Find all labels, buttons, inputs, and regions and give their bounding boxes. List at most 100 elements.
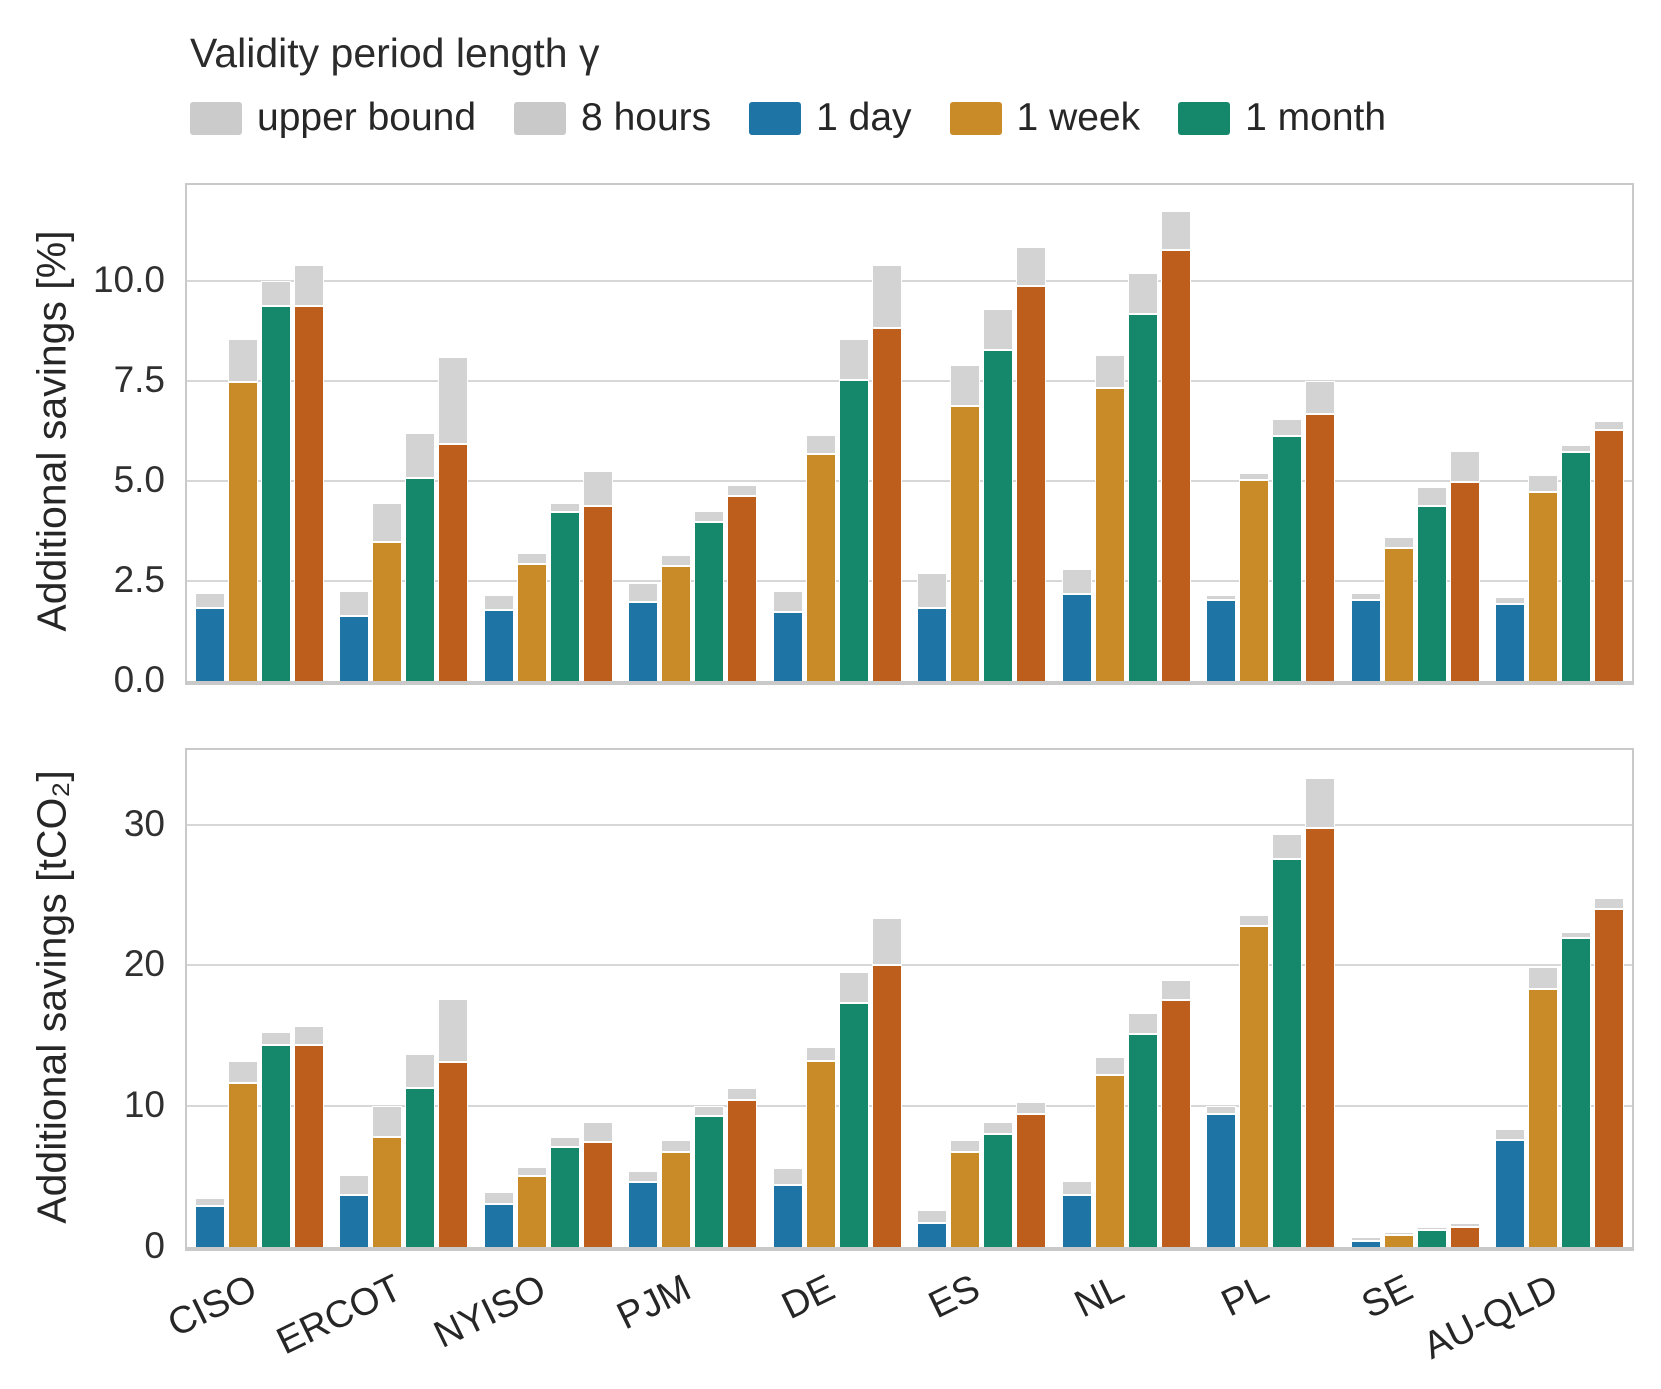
bar-PJM-1-month <box>694 521 725 681</box>
bar-PJM-1-day <box>628 1180 659 1247</box>
bar-PL-1-week <box>1239 479 1270 681</box>
bar-AU-QLD-1-day <box>1495 1138 1526 1247</box>
bar-AU-QLD-unlabeled-orange- <box>1594 907 1625 1247</box>
bar-SE-1-week <box>1383 1234 1414 1247</box>
bar-ERCOT-unlabeled-orange- <box>438 443 469 681</box>
bar-NYISO-1-week <box>516 563 547 681</box>
bar-NL-1-week <box>1094 387 1125 681</box>
bar-NYISO-unlabeled-orange- <box>582 505 613 681</box>
bar-PJM-1-day <box>628 601 659 681</box>
x-tick-label-ERCOT: ERCOT <box>270 1267 409 1364</box>
bar-NYISO-1-month <box>549 1145 580 1247</box>
bar-CISO-1-month <box>260 305 291 681</box>
bar-NYISO-1-day <box>483 609 514 681</box>
gridline-y-2.5 <box>187 580 1632 582</box>
bar-DE-1-week <box>805 1059 836 1247</box>
bar-ERCOT-1-month <box>405 1086 436 1247</box>
bar-DE-1-week <box>805 453 836 681</box>
bar-ERCOT-1-week <box>372 541 403 681</box>
bar-DE-1-month <box>838 1002 869 1247</box>
gridline-y-10.0 <box>187 280 1632 282</box>
legend-entry-1-day: 1 day <box>749 96 912 140</box>
bar-SE-1-month <box>1416 505 1447 681</box>
legend-entry-label: upper bound <box>257 96 477 139</box>
bar-CISO-unlabeled-orange- <box>293 1044 324 1247</box>
legend-entry-label: 1 day <box>816 96 912 139</box>
bar-NL-1-month <box>1127 313 1158 681</box>
plot-bottom-tco2 <box>185 748 1634 1251</box>
bar-PL-1-day <box>1206 599 1237 681</box>
bar-ERCOT-1-month <box>405 477 436 681</box>
bar-DE-unlabeled-orange- <box>871 327 902 681</box>
legend-entry-1-week: 1 week <box>949 96 1141 140</box>
legend-swatch-icon <box>1178 101 1231 135</box>
bar-ERCOT-1-week <box>372 1135 403 1247</box>
bar-ES-unlabeled-orange- <box>1016 1113 1047 1247</box>
y-tick-label: 10.0 <box>92 259 165 300</box>
bar-NYISO-unlabeled-orange- <box>582 1141 613 1247</box>
bar-PJM-1-week <box>661 565 692 681</box>
bar-SE-1-day <box>1350 599 1381 681</box>
legend-entry-upper-bound: upper bound <box>190 96 476 140</box>
bar-NL-1-day <box>1061 593 1092 681</box>
legend-swatch-icon <box>949 101 1002 135</box>
y-tick-label: 20 <box>123 943 165 985</box>
bar-NL-1-day <box>1061 1193 1092 1247</box>
legend-entry-label: 1 week <box>1016 96 1141 139</box>
bar-NYISO-1-month <box>549 511 580 681</box>
y-tick-label: 10 <box>123 1084 165 1126</box>
bar-PL-1-month <box>1272 435 1303 681</box>
legend-swatch-icon <box>749 101 802 135</box>
bar-AU-QLD-1-week <box>1528 491 1559 681</box>
bar-PL-1-month <box>1272 858 1303 1247</box>
bar-PJM-unlabeled-orange- <box>727 1099 758 1247</box>
bar-AU-QLD-1-month <box>1561 451 1592 681</box>
x-tick-label-NYISO: NYISO <box>427 1267 553 1357</box>
bar-DE-1-month <box>838 379 869 681</box>
bar-ERCOT-1-day <box>339 615 370 681</box>
bar-ERCOT-1-day <box>339 1193 370 1247</box>
x-tick-label-CISO: CISO <box>161 1267 264 1346</box>
bar-CISO-1-day <box>194 1204 225 1247</box>
bar-ES-1-week <box>950 405 981 681</box>
bar-PL-unlabeled-orange- <box>1305 413 1336 681</box>
x-tick-label-DE: DE <box>775 1267 842 1328</box>
bar-SE-1-month <box>1416 1228 1447 1247</box>
bar-DE-1-day <box>772 1183 803 1247</box>
bar-CISO-unlabeled-orange- <box>293 305 324 681</box>
x-tick-label-AU-QLD: AU-QLD <box>1416 1267 1565 1368</box>
bar-NYISO-1-day <box>483 1203 514 1247</box>
legend-swatch-icon <box>514 101 567 135</box>
plot-top-percent <box>185 183 1634 685</box>
bar-PL-1-week <box>1239 924 1270 1247</box>
y-tick-label: 0.0 <box>113 659 165 700</box>
bar-DE-1-day <box>772 611 803 681</box>
bar-NL-unlabeled-orange- <box>1160 999 1191 1247</box>
bar-AU-QLD-unlabeled-orange- <box>1594 429 1625 681</box>
y-tick-label: 5.0 <box>113 459 165 500</box>
bar-PL-unlabeled-orange- <box>1305 827 1336 1247</box>
legend-entry-8-hours: 8 hours <box>514 96 711 140</box>
bar-DE-unlabeled-orange- <box>871 964 902 1247</box>
bar-ES-1-week <box>950 1151 981 1247</box>
bar-PJM-1-month <box>694 1114 725 1247</box>
x-tick-label-NL: NL <box>1068 1267 1131 1327</box>
legend-entry-label: 8 hours <box>581 96 712 139</box>
gridline-y-30 <box>187 823 1632 826</box>
legend-title: Validity period length γ <box>190 30 600 76</box>
legend-entry-label: 1 month <box>1245 96 1387 139</box>
bar-CISO-1-month <box>260 1044 291 1247</box>
bar-SE-1-day <box>1350 1239 1381 1247</box>
bar-CISO-1-week <box>227 1082 258 1247</box>
y-tick-label: 30 <box>123 802 165 844</box>
bar-NL-unlabeled-orange- <box>1160 249 1191 681</box>
bar-ES-1-month <box>983 349 1014 681</box>
bar-AU-QLD-1-week <box>1528 987 1559 1247</box>
bar-ERCOT-unlabeled-orange- <box>438 1061 469 1247</box>
y-tick-label: 0 <box>144 1225 165 1266</box>
bar-NYISO-1-week <box>516 1175 547 1247</box>
bar-AU-QLD-1-day <box>1495 603 1526 681</box>
bar-PL-1-day <box>1206 1113 1237 1247</box>
bar-PJM-1-week <box>661 1151 692 1247</box>
